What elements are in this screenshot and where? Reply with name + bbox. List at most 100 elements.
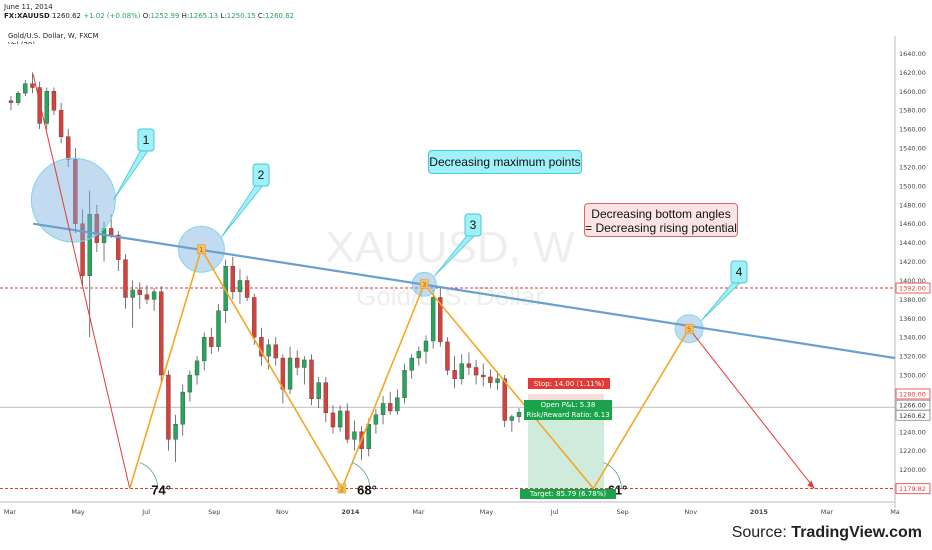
high-value: 1265.13 [189, 12, 219, 20]
candle-body [116, 234, 121, 260]
candle-body [395, 397, 400, 412]
candle-body [366, 424, 371, 450]
stop-label-box [528, 378, 610, 389]
x-tick-label: May [71, 508, 85, 516]
x-tick-label: Ma [890, 508, 900, 516]
low-value: 1250.15 [226, 12, 256, 20]
candle-body [488, 376, 493, 383]
candle-body [201, 337, 207, 362]
x-tick-label: 2015 [750, 508, 769, 516]
x-tick-label: 2014 [341, 508, 360, 516]
y-tick-label: 1620.00 [899, 69, 926, 77]
last-price: 1260.62 [52, 12, 81, 20]
candle-body [8, 100, 14, 103]
y-tick-label: 1480.00 [899, 201, 926, 209]
x-tick-label: Jul [550, 508, 559, 516]
y-tick-label: 1340.00 [899, 334, 926, 342]
x-tick-label: Jul [141, 508, 150, 516]
watermark-symbol: XAUUSD, W [325, 223, 575, 272]
candle-body [108, 228, 114, 236]
y-tick-label: 1440.00 [899, 239, 926, 247]
candle-body [330, 412, 336, 428]
y-tick-label: 1520.00 [899, 163, 926, 171]
candle-body [466, 363, 472, 368]
candle-body [445, 341, 450, 371]
angle-arc [139, 462, 159, 489]
callout-bubble-2 [252, 163, 270, 187]
candle-body [44, 91, 49, 124]
price-tag-box [895, 409, 931, 421]
close-label: C: [257, 12, 266, 20]
candle-body [137, 289, 142, 295]
candle-body [30, 83, 35, 88]
initial-decline-line [32, 74, 131, 489]
candle-body [144, 294, 150, 300]
angle-label: 74° [151, 483, 171, 498]
callout-number-3: 3 [470, 218, 477, 232]
candle-body [166, 374, 171, 440]
x-tick-label: Nov [276, 508, 289, 516]
zigzag-point-marker [684, 323, 694, 334]
candle-body [430, 297, 436, 342]
x-tick-label: Sep [208, 508, 220, 516]
zigzag-point-label: 3 [422, 281, 426, 289]
y-tick-label: 1200.00 [899, 466, 926, 474]
candle-body [151, 291, 157, 300]
candle-body [123, 259, 128, 298]
risk-reward-label: Risk/Reward Ratio: 6.13 [526, 411, 609, 419]
candle-body [66, 136, 71, 160]
source-credit: Source: TradingView.com [732, 524, 922, 542]
price-tag-box [895, 388, 931, 400]
angle-arc [603, 462, 622, 489]
candle-body [15, 92, 21, 103]
candle-body [130, 289, 135, 298]
candle-body [159, 291, 164, 376]
candle-body [509, 416, 515, 421]
candle-body [323, 382, 329, 414]
symbol: FX:XAUUSD [4, 12, 50, 20]
bottom-angles-callout: Decreasing bottom angles = Decreasing ri… [584, 203, 738, 237]
callout-bubble-1 [137, 128, 155, 152]
y-tick-label: 1500.00 [899, 182, 926, 190]
zigzag-wave [129, 247, 690, 491]
high-label: H: [181, 12, 190, 20]
candle-body [80, 223, 85, 276]
y-tick-label: 1220.00 [899, 447, 926, 455]
candle-body [380, 403, 386, 415]
open-label: O: [142, 12, 151, 20]
candle-body [230, 266, 236, 293]
price-tag-label: 1392.00 [899, 285, 926, 293]
y-tick-label: 1380.00 [899, 296, 926, 304]
target-zone [528, 407, 605, 489]
candle-body [94, 214, 100, 243]
callout-bubble-4 [730, 260, 748, 284]
instrument-name: Gold/U.S. Dollar, W, FXCM [8, 32, 99, 40]
candle-body [516, 412, 522, 417]
candle-body [244, 280, 250, 298]
angle-label: 68° [357, 483, 377, 498]
x-tick-label: Mar [4, 508, 17, 516]
zigzag-point-label: 2 [340, 486, 344, 494]
low-label: L: [220, 12, 227, 20]
angle-arc [351, 462, 371, 489]
y-tick-label: 1540.00 [899, 145, 926, 153]
candle-body [316, 382, 321, 399]
callout-bubble-3 [464, 213, 482, 237]
candle-body [345, 410, 350, 440]
candle-body [237, 280, 243, 293]
candle-body [266, 344, 271, 357]
candle-body [273, 344, 278, 359]
candle-body [37, 87, 42, 124]
candle-body [252, 297, 257, 338]
candle-body [438, 297, 443, 343]
candle-body [216, 310, 221, 347]
candle-body [180, 391, 185, 425]
price-tag-box [895, 282, 931, 294]
candle-body [481, 374, 486, 378]
source-prefix: Source: [731, 524, 792, 541]
candle-body [502, 378, 507, 421]
bottom-angles-line-1: Decreasing bottom angles [591, 207, 731, 221]
zigzag-point-marker [337, 483, 347, 494]
x-tick-label: Mar [821, 508, 834, 516]
